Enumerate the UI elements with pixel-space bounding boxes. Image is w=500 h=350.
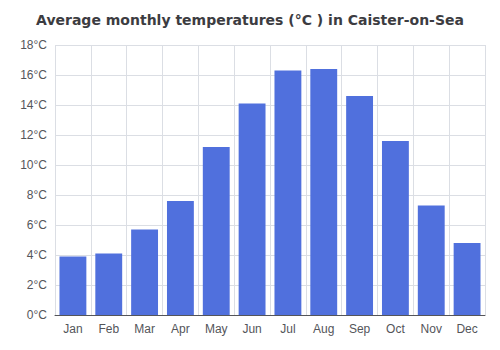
svg-text:Average monthly temperatures (: Average monthly temperatures (°C ) in Ca… [36,12,464,28]
svg-text:16°C: 16°C [20,68,47,82]
svg-text:Oct: Oct [386,322,405,336]
svg-text:12°C: 12°C [20,128,47,142]
svg-text:Aug: Aug [313,322,334,336]
svg-text:Dec: Dec [456,322,477,336]
svg-text:Nov: Nov [421,322,442,336]
svg-text:14°C: 14°C [20,98,47,112]
svg-text:Jul: Jul [280,322,295,336]
svg-text:Feb: Feb [98,322,119,336]
svg-text:Sep: Sep [349,322,371,336]
svg-text:18°C: 18°C [20,38,47,52]
svg-text:May: May [205,322,228,336]
svg-text:6°C: 6°C [27,218,47,232]
svg-text:0°C: 0°C [27,308,47,322]
svg-text:10°C: 10°C [20,158,47,172]
svg-text:Jun: Jun [242,322,261,336]
svg-text:Jan: Jan [63,322,82,336]
svg-text:Apr: Apr [171,322,190,336]
svg-text:2°C: 2°C [27,278,47,292]
svg-text:8°C: 8°C [27,188,47,202]
svg-text:4°C: 4°C [27,248,47,262]
svg-text:Mar: Mar [134,322,155,336]
